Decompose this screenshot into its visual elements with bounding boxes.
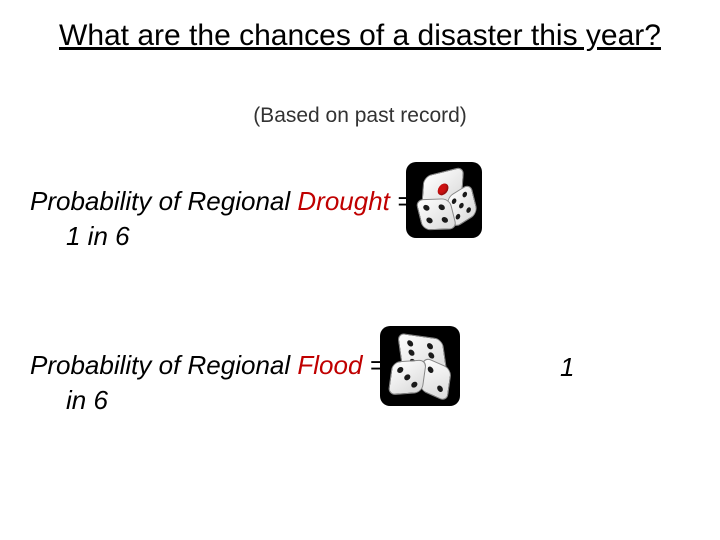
flood-continuation: in 6 xyxy=(30,385,690,416)
flood-prefix: Probability of Regional xyxy=(30,350,297,380)
die-pip xyxy=(426,217,434,223)
die-two-front-face xyxy=(388,359,427,395)
die-pip xyxy=(455,213,461,221)
drought-prefix: Probability of Regional xyxy=(30,186,297,216)
die-pip xyxy=(408,349,415,356)
die-pip xyxy=(404,374,411,380)
die-pip xyxy=(451,197,457,205)
slide-title: What are the chances of a disaster this … xyxy=(50,18,670,54)
die-pip xyxy=(407,340,414,347)
die-pip xyxy=(427,343,434,350)
flood-keyword: Flood xyxy=(297,350,362,380)
drought-keyword: Drought xyxy=(297,186,390,216)
die-pip xyxy=(462,191,468,199)
die-pip xyxy=(438,204,446,210)
die-two-icon xyxy=(386,332,454,400)
flood-trailing-one: 1 xyxy=(560,352,574,383)
die-pip xyxy=(423,205,431,211)
die-pip xyxy=(437,384,444,392)
die-pip xyxy=(397,367,404,373)
die-one-icon xyxy=(410,166,478,234)
die-pip xyxy=(411,382,418,388)
drought-line: Probability of Regional Drought = 1 in 6 xyxy=(30,186,690,252)
die-pip xyxy=(466,206,472,214)
die-one-backdrop xyxy=(406,162,482,238)
drought-value: 1 in 6 xyxy=(30,221,690,252)
die-pip xyxy=(441,217,449,223)
die-pip xyxy=(459,202,465,210)
flood-line: Probability of Regional Flood = in 6 xyxy=(30,350,690,416)
die-one-top-pip xyxy=(437,182,448,196)
die-pip xyxy=(427,366,434,374)
slide: What are the chances of a disaster this … xyxy=(0,0,720,540)
slide-subtitle: (Based on past record) xyxy=(0,104,720,128)
die-two-backdrop xyxy=(380,326,460,406)
